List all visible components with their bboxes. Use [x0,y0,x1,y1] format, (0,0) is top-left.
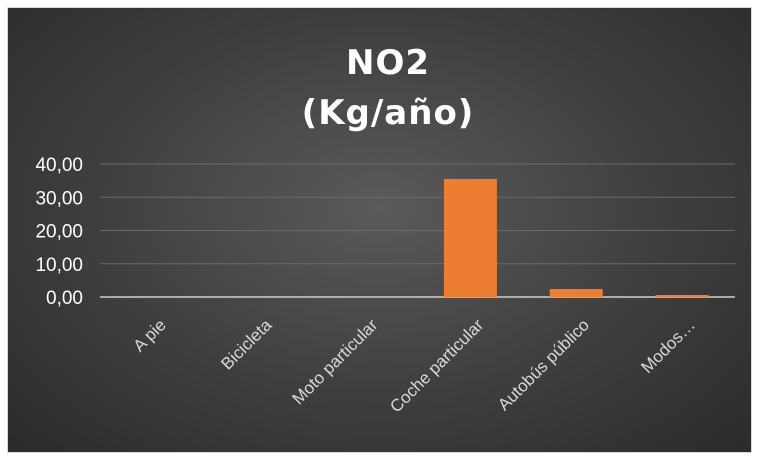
y-tick-label: 40,00 [35,155,83,176]
bar-chart: NO2 (Kg/año) 0,00 10,00 20,00 30,00 40,00 A … [35,43,735,416]
y-axis-ticks: 0,00 10,00 20,00 30,00 40,00 [35,155,83,309]
x-axis-labels: A pie Bicicleta Moto particular Coche parti… [130,315,699,416]
y-tick-label: 20,00 [35,222,83,243]
x-category-label: Coche particular [386,315,487,416]
x-category-label: Autobús público [494,315,593,414]
chart-area: NO2 (Kg/año) 0,00 10,00 20,00 30,00 40,00 A … [7,7,752,453]
bars [443,178,709,297]
gridlines [100,163,735,298]
y-tick-label: 30,00 [35,188,83,209]
x-category-label: A pie [130,315,170,355]
chart-title-line-2: (Kg/año) [302,93,475,133]
chart-title-line-1: NO2 [346,43,430,83]
y-tick-label: 0,00 [46,288,83,309]
y-tick-label: 10,00 [35,255,83,276]
bar-4 [549,289,603,297]
bar-3 [443,178,497,297]
bar-5 [655,295,709,297]
x-category-label: Bicicleta [217,315,276,374]
x-category-label: Modos… [637,315,699,377]
x-category-label: Moto particular [288,315,381,408]
